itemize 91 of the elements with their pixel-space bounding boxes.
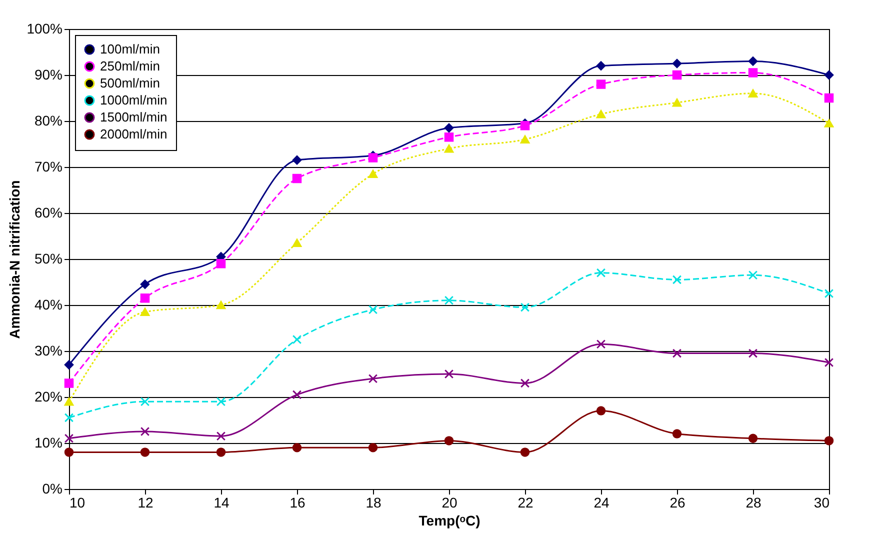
x-tick-label: 14 (214, 494, 230, 510)
point (824, 119, 834, 128)
point (672, 58, 682, 68)
point (748, 270, 758, 280)
legend-label: 100ml/min (100, 42, 160, 56)
y-tick-label: 0% (42, 480, 62, 496)
point (596, 339, 606, 349)
y-tick-label: 60% (34, 204, 62, 220)
point (672, 98, 682, 107)
x-tick-label: 26 (670, 494, 686, 510)
point (140, 280, 150, 289)
point (64, 378, 74, 388)
point (140, 448, 150, 457)
y-tick-label: 50% (34, 250, 62, 266)
point (216, 258, 226, 268)
y-tick-label: 80% (34, 112, 62, 128)
x-axis-title: Temp(ᵒC) (418, 512, 480, 528)
point (824, 288, 834, 298)
point (368, 304, 378, 314)
point (292, 334, 302, 344)
legend-label: 500ml/min (100, 76, 160, 90)
point (140, 308, 150, 316)
point (748, 56, 758, 66)
point (520, 302, 530, 312)
point (292, 238, 302, 248)
point (596, 406, 606, 416)
point (292, 390, 302, 400)
point (368, 374, 378, 384)
point (368, 170, 378, 178)
point (520, 135, 530, 144)
point (444, 123, 454, 133)
point (672, 275, 682, 284)
point (824, 436, 834, 446)
point (520, 120, 530, 130)
point (64, 448, 74, 457)
y-axis-title: Ammonia-N nitrification (6, 180, 23, 339)
point (64, 413, 74, 422)
point (140, 396, 150, 406)
point (216, 448, 226, 457)
point (824, 358, 834, 368)
point (444, 296, 454, 306)
point (140, 426, 150, 436)
point (292, 442, 302, 452)
x-tick-label: 28 (746, 494, 762, 510)
y-tick-label: 40% (34, 296, 62, 312)
point (672, 70, 682, 80)
point (824, 70, 834, 80)
point (520, 378, 530, 388)
point (368, 442, 378, 452)
y-tick-label: 100% (26, 20, 62, 36)
point (596, 80, 606, 89)
x-tick-label: 12 (138, 494, 154, 510)
x-tick-label: 22 (518, 494, 534, 510)
point (520, 448, 530, 457)
point (748, 348, 758, 358)
x-tick-label: 10 (70, 494, 86, 510)
y-tick-label: 10% (34, 434, 62, 450)
point (444, 436, 454, 446)
x-tick-label: 16 (290, 494, 306, 510)
legend-label: 250ml/min (100, 58, 160, 74)
point (140, 293, 150, 303)
point (216, 431, 226, 441)
legend-label: 2000ml/min (100, 126, 168, 142)
point (444, 144, 454, 153)
legend-label: 1500ml/min (100, 110, 168, 124)
point (748, 89, 758, 98)
x-tick-label: 30 (814, 494, 830, 510)
point (596, 268, 606, 278)
point (672, 348, 682, 358)
point (748, 68, 758, 78)
point (216, 300, 226, 310)
x-tick-label: 18 (366, 494, 382, 510)
x-tick-label: 20 (442, 494, 458, 510)
y-tick-label: 30% (34, 342, 62, 358)
point (368, 153, 378, 162)
y-tick-label: 70% (34, 158, 62, 174)
x-tick-label: 24 (594, 494, 610, 510)
point (292, 155, 302, 165)
point (596, 61, 606, 70)
point (444, 132, 454, 142)
point (748, 434, 758, 444)
point (64, 360, 74, 370)
point (672, 429, 682, 438)
point (596, 110, 606, 118)
point (216, 396, 226, 406)
legend-label: 1000ml/min (100, 92, 168, 108)
y-tick-label: 90% (34, 66, 62, 82)
point (444, 369, 454, 379)
point (824, 93, 834, 103)
y-tick-label: 20% (34, 388, 62, 404)
point (292, 174, 302, 184)
